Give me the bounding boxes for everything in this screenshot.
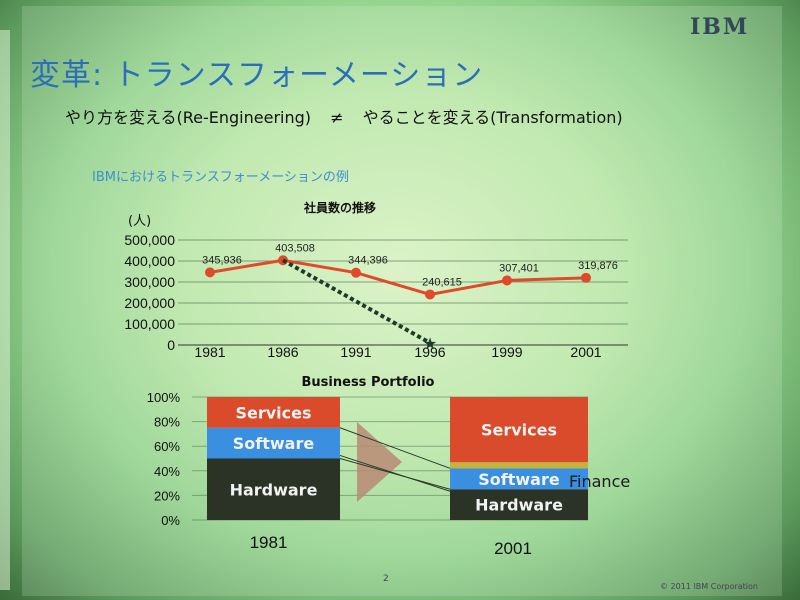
line-chart-point xyxy=(425,289,435,300)
bar-segment-finance xyxy=(450,462,588,469)
bar-segment-label: Hardware xyxy=(230,480,318,499)
portfolio-connector-line xyxy=(339,454,451,492)
bar-chart-y-tick: 20% xyxy=(154,488,180,503)
bar-segment-services xyxy=(450,397,588,463)
line-chart-x-tick: 2001 xyxy=(570,344,601,360)
bar-segment-label: Software xyxy=(478,470,560,489)
bar-chart-y-tick: 40% xyxy=(154,464,180,479)
bar-segment-label: Services xyxy=(481,421,557,440)
not-equal-symbol: ≠ xyxy=(330,108,344,127)
line-chart-x-tick: 1981 xyxy=(194,344,225,360)
bar-chart-y-tick: 80% xyxy=(154,415,180,430)
bar-chart-y-tick: 60% xyxy=(154,439,180,454)
line-chart-y-tick: 300,000 xyxy=(124,274,175,290)
bar-segment-software xyxy=(207,427,340,459)
bar-chart-y-tick: 100% xyxy=(147,390,181,405)
portfolio-connector-line xyxy=(339,427,451,469)
line-chart-series-line xyxy=(209,258,587,297)
line-chart-x-tick: 1986 xyxy=(267,344,298,360)
line-chart-title: 社員数の推移 xyxy=(303,200,376,215)
line-chart-y-tick: 400,000 xyxy=(124,253,175,269)
line-chart-point xyxy=(351,267,361,278)
line-chart-data-label: 403,508 xyxy=(275,242,315,254)
line-chart-y-tick: 100,000 xyxy=(124,316,175,332)
line-chart-point xyxy=(205,267,215,278)
bar-segment-label: Services xyxy=(235,403,311,422)
portfolio-connector-line xyxy=(339,458,451,490)
line-chart-data-label: 344,396 xyxy=(348,255,388,267)
bar-segment-hardware xyxy=(450,489,588,520)
slide xyxy=(22,6,782,596)
previous-slide-edge xyxy=(0,30,10,590)
star-marker: ★ xyxy=(423,334,437,353)
line-chart-data-label: 240,615 xyxy=(422,276,462,288)
bar-segment-software xyxy=(450,468,588,490)
slide-subtitle: やり方を変える(Re-Engineering) ≠ やることを変える(Trans… xyxy=(65,104,623,128)
line-chart-data-label: 307,401 xyxy=(499,262,539,274)
subtitle-left: やり方を変える(Re-Engineering) xyxy=(65,108,312,127)
finance-label: Finance xyxy=(569,472,630,491)
line-chart-x-tick: 1996 xyxy=(414,344,445,360)
bar-segment-label: Software xyxy=(233,434,315,453)
line-chart-data-label: 319,876 xyxy=(578,260,618,272)
subtitle-right: やることを変える(Transformation) xyxy=(362,108,623,127)
page-number: 2 xyxy=(383,574,389,584)
transition-arrow xyxy=(357,422,402,502)
bar-segment-services xyxy=(207,397,340,428)
section-label: IBMにおけるトランスフォーメーションの例 xyxy=(92,170,349,185)
bar-category-label: 1981 xyxy=(250,533,288,552)
slide-title: 変革: トランスフォーメーション xyxy=(30,58,484,93)
bar-chart-y-tick: 0% xyxy=(161,513,180,528)
line-chart-point xyxy=(581,272,591,283)
line-chart-x-tick: 1999 xyxy=(491,344,522,360)
line-chart-y-tick: 200,000 xyxy=(124,295,175,311)
line-chart-y-tick: 0 xyxy=(167,337,175,353)
line-chart-data-label: 345,936 xyxy=(202,254,242,266)
line-chart-point xyxy=(502,275,512,286)
ibm-logo: IBM xyxy=(690,14,750,40)
line-chart-y-tick: 500,000 xyxy=(124,232,175,248)
copyright: © 2011 IBM Corporation xyxy=(660,582,758,591)
line-chart-y-unit: (人) xyxy=(128,214,151,229)
bar-category-label: 2001 xyxy=(494,539,532,558)
bar-chart-title: Business Portfolio xyxy=(302,375,435,390)
trend-dotted-arrow xyxy=(282,258,431,345)
bar-segment-hardware xyxy=(207,458,340,520)
line-chart-x-tick: 1991 xyxy=(340,344,371,360)
bar-segment-label: Hardware xyxy=(475,496,563,515)
